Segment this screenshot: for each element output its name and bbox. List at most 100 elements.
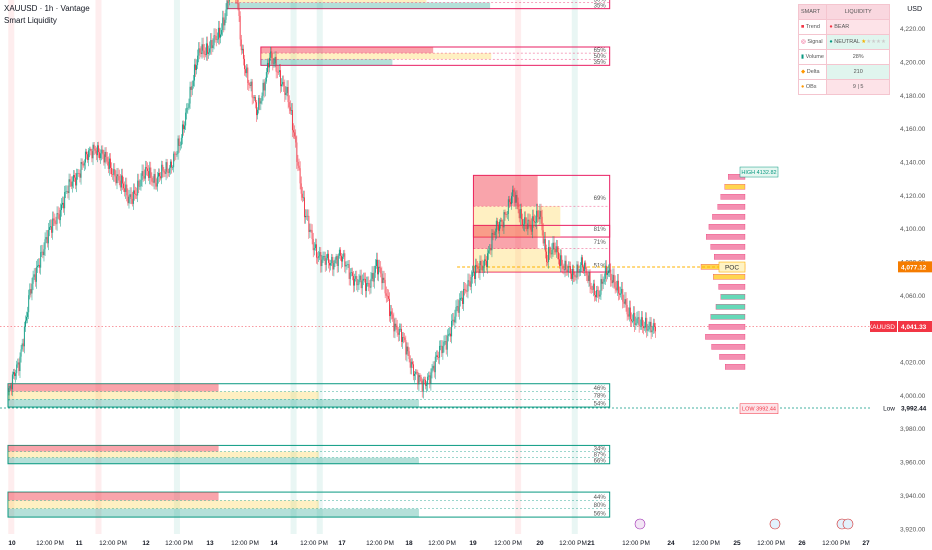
candle-body — [39, 264, 41, 268]
candle-body — [149, 167, 151, 178]
candle-body — [196, 65, 198, 71]
candle-body — [124, 188, 126, 193]
candle-body — [359, 275, 361, 280]
candle-body — [311, 230, 313, 239]
candle-body — [53, 218, 55, 221]
candle-body — [560, 255, 562, 266]
candle-body — [653, 323, 655, 327]
candle-body — [16, 364, 18, 374]
candle-body — [489, 248, 491, 251]
x-tick-label: 12:00 PM — [231, 540, 259, 547]
candle-body — [280, 70, 281, 87]
volume-profile-bar — [710, 314, 746, 320]
candle-body — [317, 257, 319, 259]
candle-body — [69, 179, 71, 182]
volume-profile-bar — [717, 204, 746, 210]
candle-body — [532, 216, 534, 222]
symbol-title[interactable]: XAUUSD · 1h · Vantage — [4, 4, 90, 13]
candle-body — [257, 109, 259, 116]
zone-fill-band — [8, 508, 419, 518]
candle-body — [348, 264, 350, 279]
candle-body — [384, 279, 386, 294]
candle-body — [162, 164, 164, 171]
candle-body — [490, 248, 492, 251]
candle-body — [195, 64, 196, 71]
candle-body — [468, 280, 470, 282]
zone-percent-label: 81% — [594, 227, 607, 233]
candle-body — [414, 373, 416, 376]
candle-body — [439, 345, 441, 358]
lightning-event-icon — [634, 518, 646, 530]
candle-body — [278, 70, 280, 72]
candle-body — [222, 17, 224, 31]
candle-body — [314, 244, 316, 249]
zone-fill-band — [8, 399, 419, 408]
candle-body — [467, 280, 469, 292]
candle-body — [101, 149, 103, 154]
candle-body — [200, 52, 202, 55]
candle-body — [395, 323, 397, 326]
volume-profile-bar — [713, 274, 746, 280]
candle-body — [55, 223, 57, 225]
candle-body — [387, 296, 389, 299]
indicator-name[interactable]: Smart Liquidity — [4, 16, 57, 25]
candle-body — [498, 224, 499, 231]
candle-body — [505, 214, 507, 215]
candle-body — [288, 102, 290, 108]
candle-body — [645, 317, 647, 328]
zone-percent-label: 56% — [594, 511, 607, 517]
candle-body — [287, 86, 289, 103]
candle-body — [596, 290, 598, 298]
candle-body — [111, 167, 112, 175]
candle-body — [179, 145, 181, 146]
dashboard-table: SMART LIQUIDITY ■ Trend ● BEAR ◎ Signal … — [797, 4, 890, 95]
candle-body — [203, 50, 205, 55]
candle-body — [513, 189, 515, 193]
candle-body — [631, 319, 632, 322]
candle-body — [201, 44, 203, 55]
candle-body — [144, 167, 146, 179]
candle-body — [191, 85, 193, 90]
candle-body — [250, 81, 252, 86]
x-tick-label: 12:00 PM — [559, 540, 587, 547]
candle-body — [23, 326, 25, 347]
candle-body — [214, 35, 216, 36]
candle-body — [127, 195, 129, 204]
side-tag-box — [870, 402, 897, 414]
candle-body — [131, 198, 133, 204]
x-tick-label: 24 — [667, 540, 675, 547]
candle-body — [184, 125, 186, 130]
candle-body — [313, 248, 315, 251]
candle-body — [586, 269, 588, 276]
y-tick-label: 4,180.00 — [900, 93, 926, 100]
candle-body — [587, 275, 589, 281]
candle-body — [432, 365, 434, 369]
candle-body — [494, 231, 496, 235]
candle-body — [178, 138, 180, 146]
candle-body — [139, 186, 141, 187]
candle-body — [408, 351, 410, 360]
candle-body — [251, 81, 253, 98]
zone-fill-band — [227, 0, 427, 3]
candle-body — [57, 213, 59, 215]
candle-body — [116, 174, 118, 184]
x-tick-label: 12:00 PM — [428, 540, 456, 547]
candle-body — [36, 265, 38, 268]
candle-body — [192, 80, 194, 86]
candle-body — [59, 210, 61, 221]
candle-body — [528, 219, 530, 221]
candle-body — [555, 246, 557, 253]
candle-body — [449, 333, 450, 335]
candle-body — [253, 97, 255, 99]
zone-percent-label: 65% — [594, 48, 607, 54]
candle-body — [599, 294, 601, 297]
zone-fill-band — [260, 59, 393, 66]
candle-body — [42, 251, 44, 256]
range-low-label: LOW 3992.44 — [742, 407, 776, 413]
candle-body — [100, 153, 102, 159]
x-tick-label: 10 — [8, 540, 16, 547]
x-tick-label: 19 — [469, 540, 477, 547]
candle-body — [552, 242, 554, 250]
candle-body — [328, 253, 329, 263]
